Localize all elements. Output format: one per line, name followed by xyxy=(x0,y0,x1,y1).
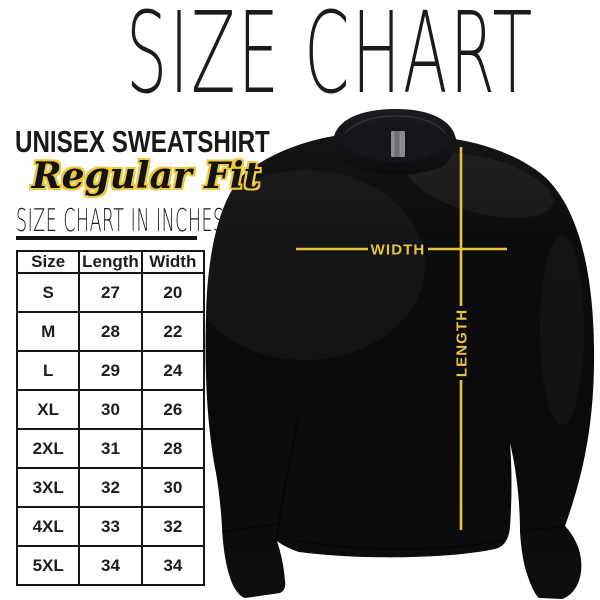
cell-width: 32 xyxy=(140,506,206,547)
product-subtitle: UNISEX SWEATSHIRT xyxy=(15,124,270,159)
neck-tag-stripe xyxy=(394,131,400,157)
fold-crease xyxy=(276,417,299,541)
cell-length: 32 xyxy=(78,467,143,508)
table-header-row: Size Length Width xyxy=(15,250,206,274)
table-row: XL 30 26 xyxy=(15,389,206,430)
column-header-length: Length xyxy=(78,250,143,274)
page-title: SIZE CHART xyxy=(126,0,535,119)
table-row: 2XL 31 28 xyxy=(15,428,206,469)
collar-rim-highlight xyxy=(344,115,446,134)
cell-size: 2XL xyxy=(15,428,81,469)
sleeve-highlight xyxy=(540,235,584,425)
table-row: 3XL 32 30 xyxy=(15,467,206,508)
measurement-annotations xyxy=(296,147,507,530)
width-label: WIDTH xyxy=(371,242,426,259)
cell-width: 28 xyxy=(140,428,206,469)
shoulder-highlight xyxy=(406,152,554,218)
column-header-size: Size xyxy=(15,250,81,274)
hem-ribbing-line xyxy=(292,539,506,550)
table-row: S 27 20 xyxy=(15,272,206,313)
length-label: LENGTH xyxy=(454,309,471,377)
cell-length: 29 xyxy=(78,350,143,391)
table-row: M 28 22 xyxy=(15,311,206,352)
cuff-ribbing-line-right xyxy=(520,526,567,531)
cell-width: 20 xyxy=(140,272,206,313)
cell-length: 33 xyxy=(78,506,143,547)
cell-length: 34 xyxy=(78,545,143,586)
table-row: L 29 24 xyxy=(15,350,206,391)
cell-length: 27 xyxy=(78,272,143,313)
cuff-ribbing-line xyxy=(221,523,278,533)
cell-length: 31 xyxy=(78,428,143,469)
table-row: 5XL 34 34 xyxy=(15,545,206,586)
heading-underline xyxy=(16,236,197,240)
cell-width: 26 xyxy=(140,389,206,430)
cell-width: 22 xyxy=(140,311,206,352)
fabric-highlight xyxy=(185,170,425,360)
cell-width: 24 xyxy=(140,350,206,391)
cell-width: 30 xyxy=(140,467,206,508)
cell-width: 34 xyxy=(140,545,206,586)
fit-label: Regular Fit xyxy=(31,155,261,197)
cell-length: 30 xyxy=(78,389,143,430)
column-header-width: Width xyxy=(140,250,206,274)
cell-size: M xyxy=(15,311,81,352)
cell-size: XL xyxy=(15,389,81,430)
size-table: Size Length Width S 27 20 M 28 22 L 29 2… xyxy=(15,250,206,586)
cell-size: 3XL xyxy=(15,467,81,508)
size-chart-heading: SIZE CHART IN INCHES xyxy=(16,203,225,239)
cell-size: L xyxy=(15,350,81,391)
sweatshirt-body xyxy=(205,136,595,599)
cell-size: S xyxy=(15,272,81,313)
table-row: 4XL 33 32 xyxy=(15,506,206,547)
cell-size: 4XL xyxy=(15,506,81,547)
cell-length: 28 xyxy=(78,311,143,352)
cell-size: 5XL xyxy=(15,545,81,586)
